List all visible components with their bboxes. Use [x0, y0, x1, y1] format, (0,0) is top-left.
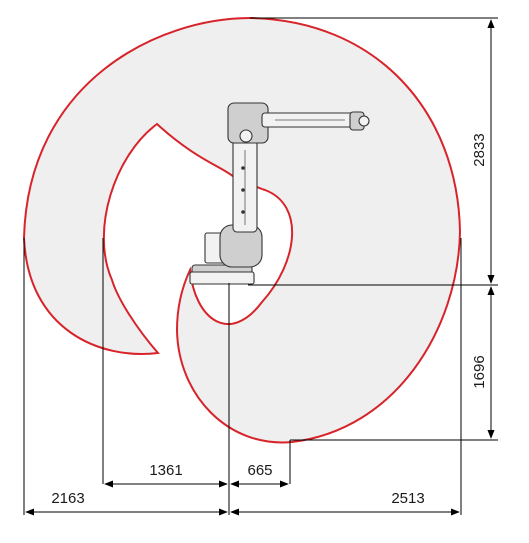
robot-elbow-joint [239, 129, 253, 143]
label-inner-left: 1361 [149, 462, 182, 479]
label-inner-right: 665 [247, 462, 272, 479]
label-height-bottom: 1696 [471, 355, 488, 388]
label-height-top: 2833 [471, 133, 488, 166]
robot-base-plate [189, 271, 255, 285]
extension-lines [23, 17, 498, 515]
label-reach-left: 2163 [51, 490, 84, 507]
robot-illustration [189, 102, 370, 285]
label-reach-right: 2513 [391, 490, 424, 507]
robot-flange [358, 115, 370, 127]
